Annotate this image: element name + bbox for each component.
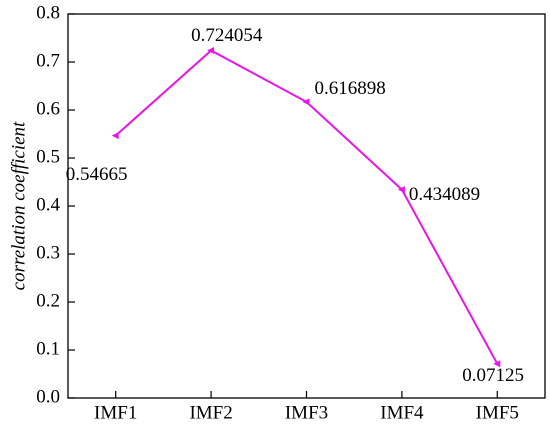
- value-label: 0.616898: [315, 78, 386, 99]
- x-tick-label: IMF4: [380, 402, 424, 423]
- x-tick-label: IMF3: [285, 402, 328, 423]
- x-tick-label: IMF1: [94, 402, 137, 423]
- plot-frame: [67, 13, 546, 399]
- value-label: 0.434089: [409, 184, 480, 205]
- y-tick-label: 0.2: [36, 290, 60, 311]
- value-label: 0.724054: [191, 25, 263, 46]
- y-tick-label: 0.8: [36, 2, 60, 23]
- x-tick-label: IMF2: [189, 402, 232, 423]
- y-tick-label: 0.5: [36, 146, 60, 167]
- data-point: [493, 360, 501, 368]
- y-tick-label: 0.4: [36, 194, 60, 215]
- x-tick-label: IMF5: [476, 402, 519, 423]
- value-label: 0.07125: [462, 365, 524, 386]
- y-tick-label: 0.1: [36, 338, 60, 359]
- y-tick-label: 0.7: [36, 50, 60, 71]
- y-tick-label: 0.0: [36, 386, 60, 407]
- data-point: [111, 132, 119, 140]
- y-tick-label: 0.3: [36, 242, 60, 263]
- data-point: [207, 46, 215, 54]
- y-axis-label: correlation coefficient: [8, 121, 29, 290]
- value-label: 0.54665: [66, 164, 128, 185]
- data-point: [397, 186, 405, 194]
- data-point: [302, 98, 310, 106]
- y-tick-label: 0.6: [36, 98, 60, 119]
- data-line: [115, 49, 499, 365]
